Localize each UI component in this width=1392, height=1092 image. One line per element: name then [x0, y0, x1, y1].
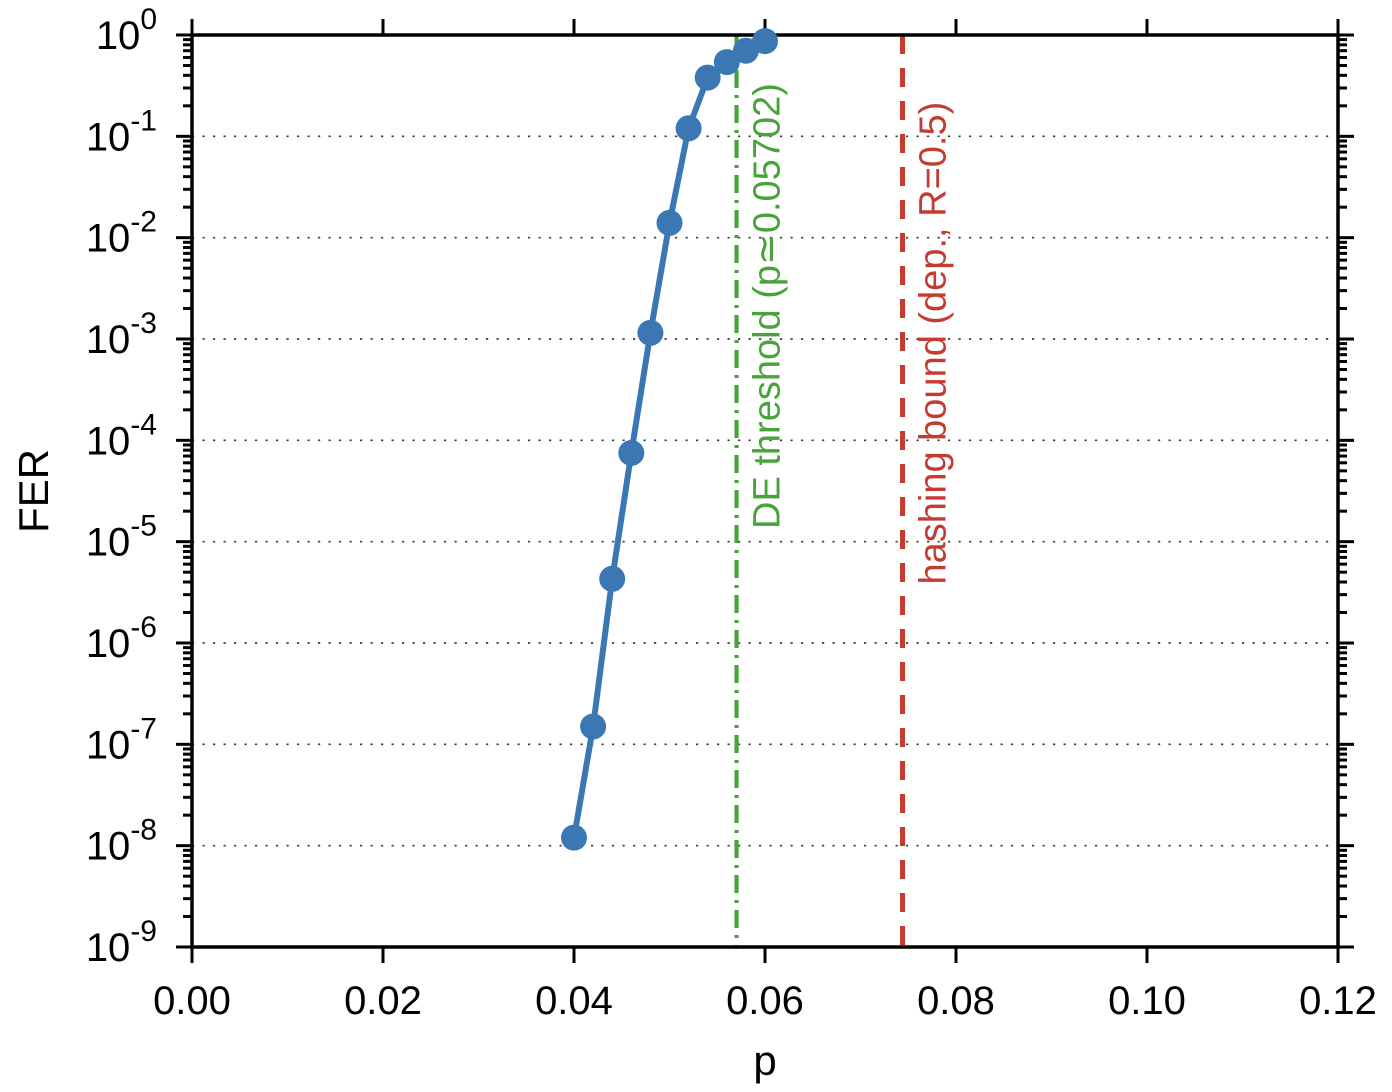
y-tick-label: 10-4: [86, 408, 157, 463]
data-point-marker: [675, 115, 702, 142]
x-tick-label: 0.10: [1108, 979, 1186, 1023]
y-tick-label: 100: [96, 3, 157, 58]
x-tick-label: 0.08: [917, 979, 995, 1023]
y-tick-label: 10-6: [86, 611, 157, 666]
y-axis-title: FER: [10, 449, 57, 533]
y-tick-label: 10-5: [86, 510, 157, 565]
data-point-marker: [656, 209, 683, 236]
grid-lines: [192, 135, 1338, 847]
axis-labels: FER p 0.00 0.02 0.04 0.06 0.08 0.10 0.12 100 10-…: [10, 3, 1377, 1084]
data-point-marker: [752, 28, 778, 55]
data-point-marker: [694, 64, 721, 91]
fer-curve-series: [561, 28, 778, 851]
data-point-marker: [713, 49, 740, 76]
data-point-marker: [561, 824, 587, 851]
data-point-marker: [618, 439, 645, 466]
x-axis-title: p: [753, 1037, 776, 1084]
y-tick-label: 10-9: [86, 915, 157, 970]
y-tick-label: 10-1: [86, 104, 157, 159]
data-point-marker: [599, 565, 626, 592]
y-tick-label: 10-2: [86, 206, 157, 261]
de-threshold-label: DE threshold (p≃0.05702): [747, 83, 789, 529]
data-point-marker: [580, 713, 607, 740]
x-tick-label: 0.12: [1299, 979, 1377, 1023]
x-tick-label: 0.02: [344, 979, 422, 1023]
x-tick-label: 0.06: [726, 979, 804, 1023]
threshold-vlines: DE threshold (p≃0.05702) hashing bound (d…: [734, 35, 955, 947]
y-tick-label: 10-8: [86, 814, 157, 869]
data-point-marker: [637, 319, 664, 346]
x-tick-label: 0.04: [535, 979, 613, 1023]
x-tick-label: 0.00: [153, 979, 231, 1023]
y-tick-label: 10-7: [86, 712, 157, 767]
hashing-bound-label: hashing bound (dep., R=0.5): [913, 102, 955, 585]
axes-and-ticks: [176, 19, 1354, 963]
y-tick-label: 10-3: [86, 307, 157, 362]
